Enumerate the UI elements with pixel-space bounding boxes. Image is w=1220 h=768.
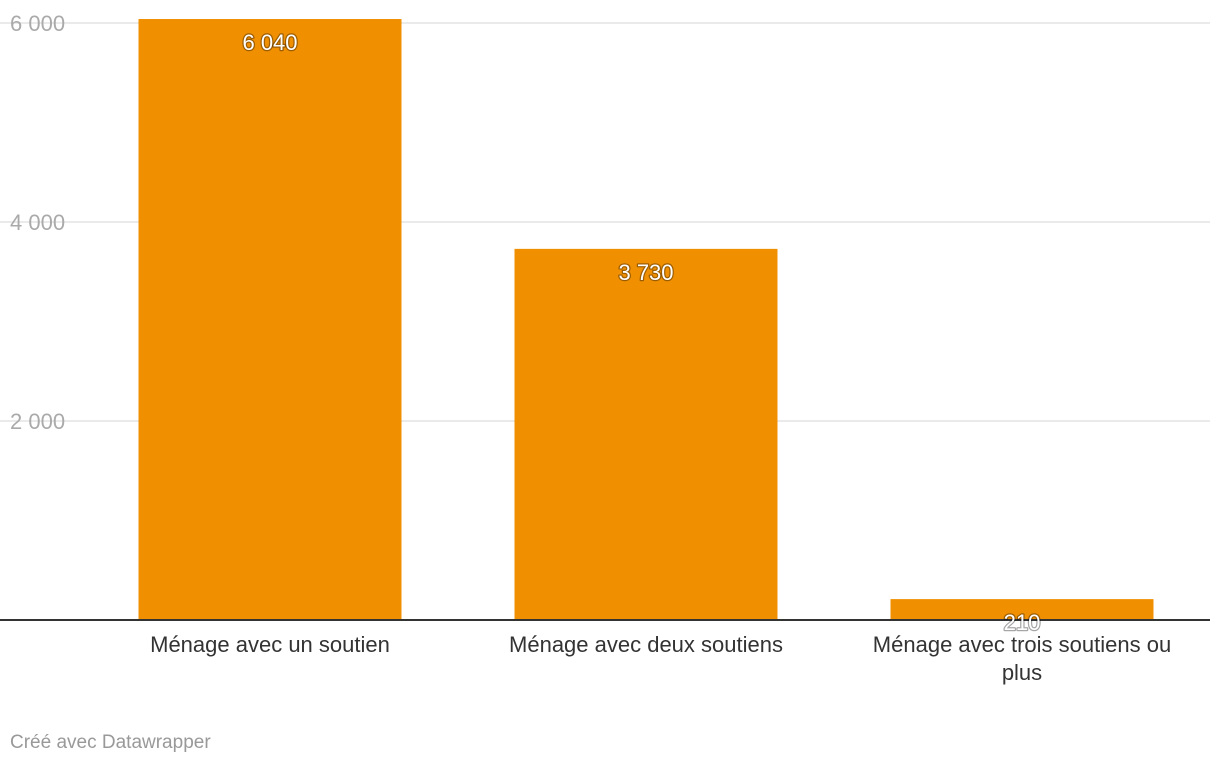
y-tick-label: 4 000: [10, 210, 65, 235]
bar-value-label: 210: [1004, 610, 1041, 635]
axes: 2 000 4 000 6 000: [0, 11, 1210, 621]
bar-value-label: 3 730: [618, 260, 673, 285]
bar-1: [138, 19, 402, 620]
x-category-label: Ménage avec trois soutiens ou plus: [873, 632, 1171, 685]
bar-2: [514, 248, 778, 621]
labels: 6 040 3 730 210 Ménage avec un soutien Ménag…: [150, 29, 1171, 685]
y-tick-label: 6 000: [10, 11, 65, 36]
datawrapper-credit: Créé avec Datawrapper: [10, 732, 211, 753]
bars: [138, 19, 1154, 621]
bar-3: [890, 599, 1154, 620]
x-category-label: Ménage avec un soutien: [150, 632, 390, 657]
y-tick-label: 2 000: [10, 409, 65, 434]
bar-value-label: 6 040: [242, 30, 297, 55]
x-category-label: Ménage avec deux soutiens: [509, 632, 783, 657]
